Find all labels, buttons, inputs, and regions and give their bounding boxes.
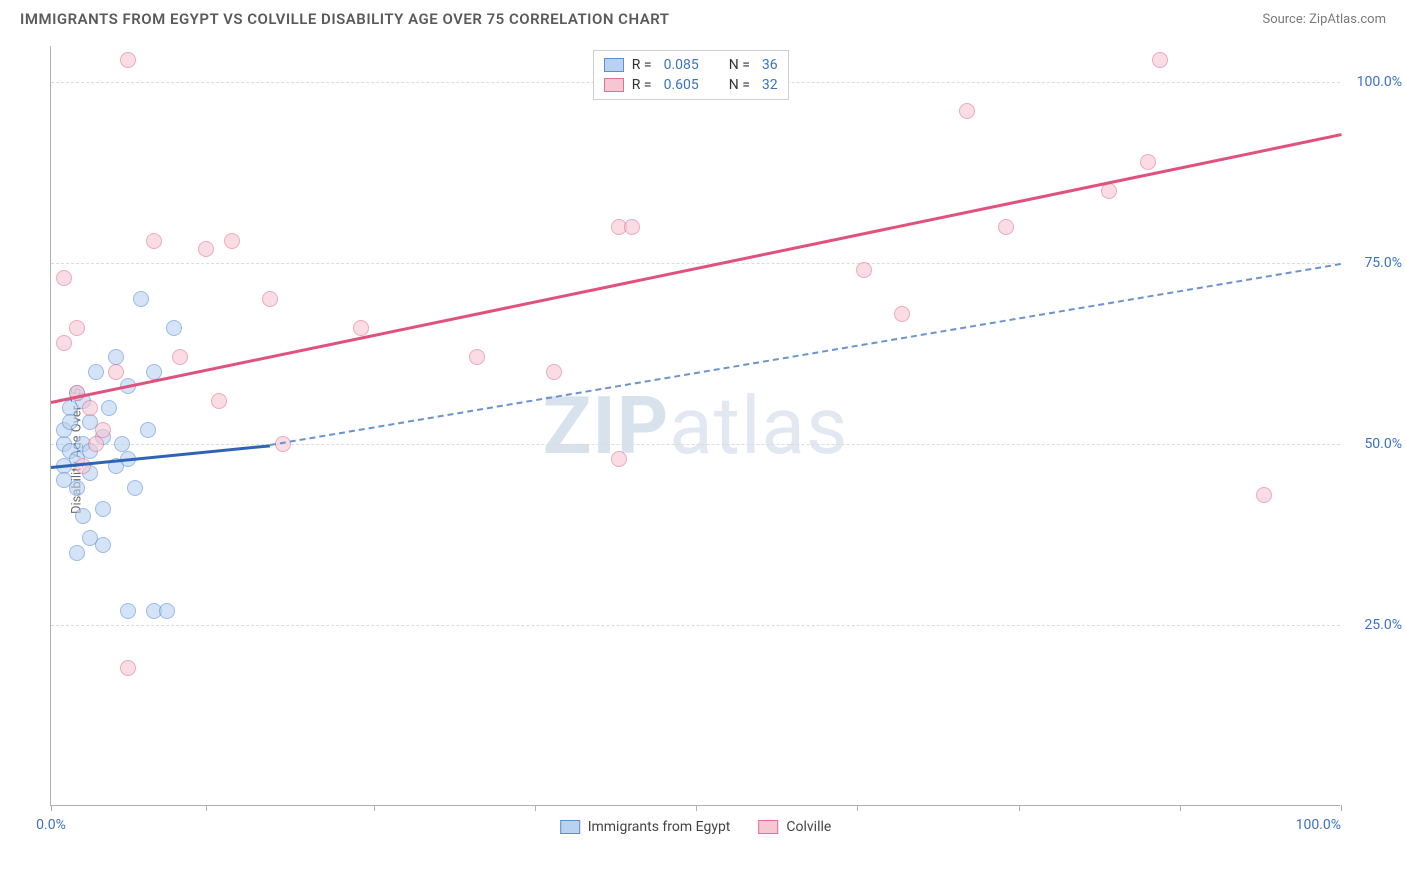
legend-r-value: 0.605 xyxy=(664,77,699,93)
scatter-point-colville xyxy=(959,103,975,119)
chart-container: Disability Age Over 75 ZIPatlas 25.0%50.… xyxy=(50,46,1390,856)
x-tick xyxy=(1019,805,1020,811)
scatter-point-colville xyxy=(211,393,227,409)
scatter-point-colville xyxy=(998,219,1014,235)
scatter-point-egypt xyxy=(114,436,130,452)
watermark-light: atlas xyxy=(669,379,848,473)
scatter-point-colville xyxy=(56,335,72,351)
scatter-point-colville xyxy=(198,241,214,257)
legend-r-label: R = xyxy=(632,77,652,93)
trendline-egypt-extended xyxy=(270,263,1341,446)
x-tick xyxy=(51,805,52,811)
scatter-point-colville xyxy=(1152,52,1168,68)
scatter-point-colville xyxy=(262,291,278,307)
scatter-point-egypt xyxy=(120,603,136,619)
x-tick xyxy=(696,805,697,811)
scatter-point-colville xyxy=(353,320,369,336)
scatter-point-colville xyxy=(624,219,640,235)
scatter-point-egypt xyxy=(101,400,117,416)
scatter-point-colville xyxy=(88,436,104,452)
trendline-colville xyxy=(51,133,1342,404)
x-tick xyxy=(535,805,536,811)
scatter-point-egypt xyxy=(95,501,111,517)
scatter-point-colville xyxy=(108,364,124,380)
x-tick-label: 0.0% xyxy=(36,817,66,833)
scatter-point-colville xyxy=(82,400,98,416)
stats-legend-row-colville: R = 0.605 N = 32 xyxy=(604,75,778,95)
legend-swatch xyxy=(604,58,624,72)
x-tick xyxy=(857,805,858,811)
legend-swatch xyxy=(758,820,778,834)
y-tick-label: 75.0% xyxy=(1364,255,1402,271)
scatter-point-egypt xyxy=(75,508,91,524)
scatter-point-colville xyxy=(146,233,162,249)
scatter-point-egypt xyxy=(69,545,85,561)
scatter-point-colville xyxy=(894,306,910,322)
series-label: Immigrants from Egypt xyxy=(588,819,731,835)
y-tick-label: 25.0% xyxy=(1364,617,1402,633)
scatter-point-colville xyxy=(1256,487,1272,503)
scatter-point-colville xyxy=(224,233,240,249)
legend-n-label: N = xyxy=(729,57,750,73)
y-tick-label: 100.0% xyxy=(1357,74,1402,90)
series-label: Colville xyxy=(786,819,831,835)
source-label: Source: ZipAtlas.com xyxy=(1262,12,1386,27)
legend-n-value: 36 xyxy=(762,57,778,73)
legend-n-label: N = xyxy=(729,77,750,93)
scatter-point-colville xyxy=(546,364,562,380)
y-tick-label: 50.0% xyxy=(1364,436,1402,452)
legend-swatch xyxy=(604,78,624,92)
x-tick xyxy=(374,805,375,811)
series-legend-item-egypt: Immigrants from Egypt xyxy=(560,819,731,835)
scatter-point-colville xyxy=(120,660,136,676)
scatter-point-colville xyxy=(120,52,136,68)
x-tick xyxy=(1180,805,1181,811)
scatter-point-egypt xyxy=(108,349,124,365)
scatter-point-egypt xyxy=(166,320,182,336)
scatter-point-egypt xyxy=(159,603,175,619)
scatter-point-colville xyxy=(1140,154,1156,170)
scatter-point-colville xyxy=(856,262,872,278)
scatter-point-egypt xyxy=(62,414,78,430)
scatter-point-egypt xyxy=(133,291,149,307)
legend-r-label: R = xyxy=(632,57,652,73)
legend-swatch xyxy=(560,820,580,834)
series-legend: Immigrants from Egypt Colville xyxy=(560,819,832,835)
x-tick xyxy=(206,805,207,811)
legend-r-value: 0.085 xyxy=(664,57,699,73)
scatter-point-colville xyxy=(172,349,188,365)
scatter-point-egypt xyxy=(127,480,143,496)
scatter-point-egypt xyxy=(88,364,104,380)
watermark: ZIPatlas xyxy=(543,379,848,473)
scatter-point-egypt xyxy=(95,537,111,553)
scatter-point-colville xyxy=(611,451,627,467)
stats-legend-row-egypt: R = 0.085 N = 36 xyxy=(604,55,778,75)
chart-title: IMMIGRANTS FROM EGYPT VS COLVILLE DISABI… xyxy=(20,10,670,28)
plot-area: ZIPatlas 25.0%50.0%75.0%100.0%0.0%100.0%… xyxy=(50,46,1340,806)
scatter-point-colville xyxy=(56,270,72,286)
scatter-point-egypt xyxy=(140,422,156,438)
scatter-point-colville xyxy=(469,349,485,365)
x-tick-label: 100.0% xyxy=(1296,817,1341,833)
gridline xyxy=(51,625,1340,626)
watermark-bold: ZIP xyxy=(543,379,670,473)
x-tick xyxy=(1341,805,1342,811)
gridline xyxy=(51,263,1340,264)
series-legend-item-colville: Colville xyxy=(758,819,831,835)
scatter-point-colville xyxy=(69,320,85,336)
stats-legend: R = 0.085 N = 36 R = 0.605 N = 32 xyxy=(593,50,789,100)
legend-n-value: 32 xyxy=(762,77,778,93)
gridline xyxy=(51,444,1340,445)
